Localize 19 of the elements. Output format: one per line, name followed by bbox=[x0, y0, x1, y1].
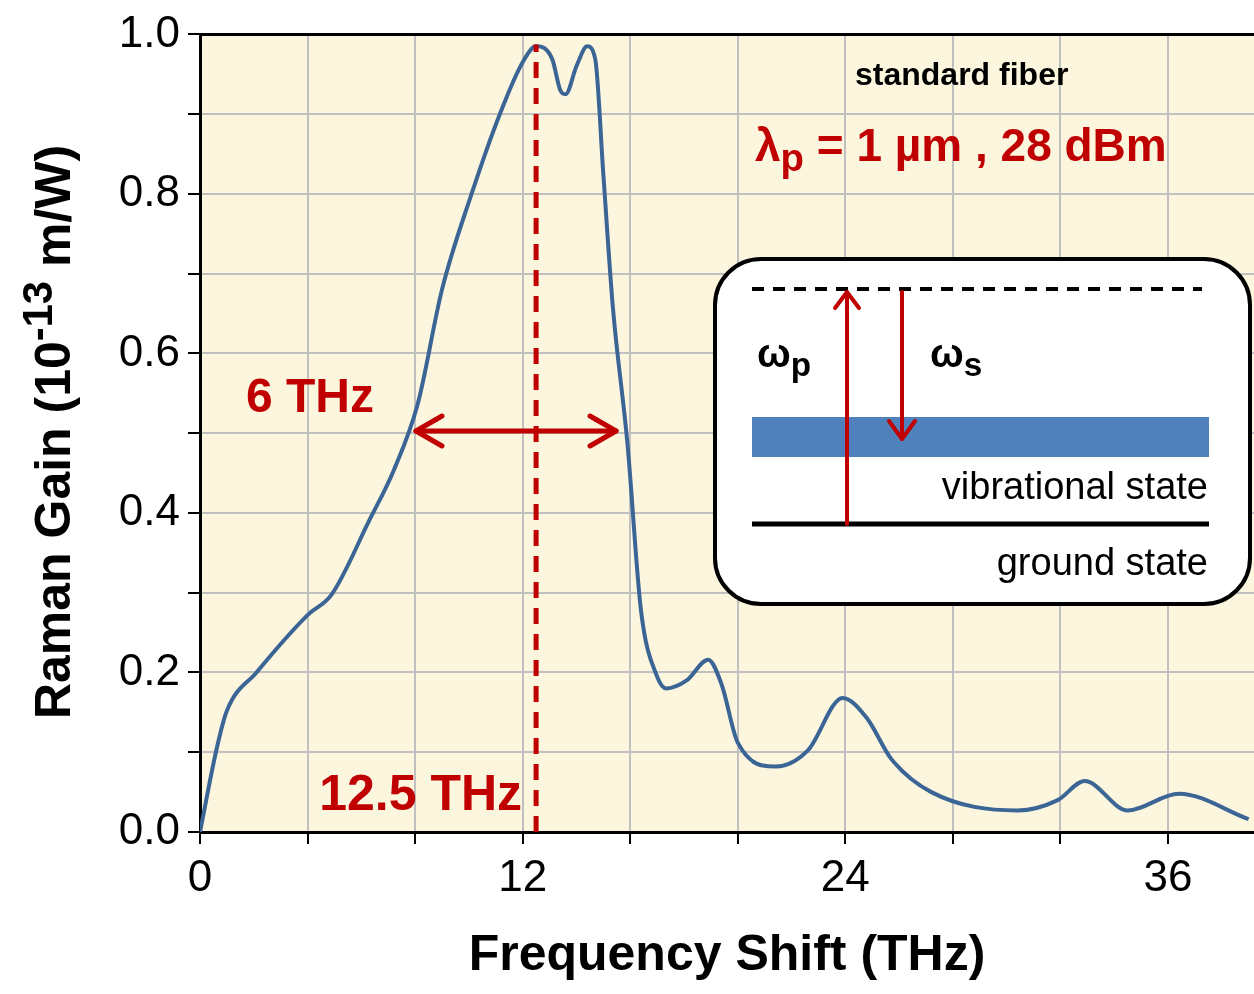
y-tick-label: 0.6 bbox=[118, 325, 180, 375]
annotation: λ$_{p}$ = 1 µm , 28 dBm bbox=[755, 118, 1167, 181]
x-tick-label: 12 bbox=[498, 850, 548, 900]
annotation: standard fiber bbox=[855, 56, 1069, 93]
ref-line-label: 12.5 THz bbox=[319, 765, 523, 821]
y-tick-label: 0.4 bbox=[118, 485, 180, 535]
y-tick-label: 0.8 bbox=[118, 166, 180, 216]
annotation: ω$_{p}$ bbox=[757, 331, 812, 384]
annotation: 6 THz bbox=[246, 368, 375, 423]
annotation: ω$_{s}$ bbox=[930, 331, 983, 384]
y-tick-label: 0.2 bbox=[118, 644, 180, 694]
x-tick-label: 36 bbox=[1143, 850, 1193, 900]
y-tick-label: 0.0 bbox=[118, 804, 180, 854]
y-tick-label: 1.0 bbox=[118, 6, 180, 56]
x-tick-label: 0 bbox=[187, 850, 213, 900]
x-tick-label: 24 bbox=[820, 850, 870, 900]
x-axis-title: Frequency Shift (THz) bbox=[468, 924, 986, 981]
annotation: ground state bbox=[996, 541, 1208, 584]
annotation: vibrational state bbox=[941, 465, 1208, 508]
